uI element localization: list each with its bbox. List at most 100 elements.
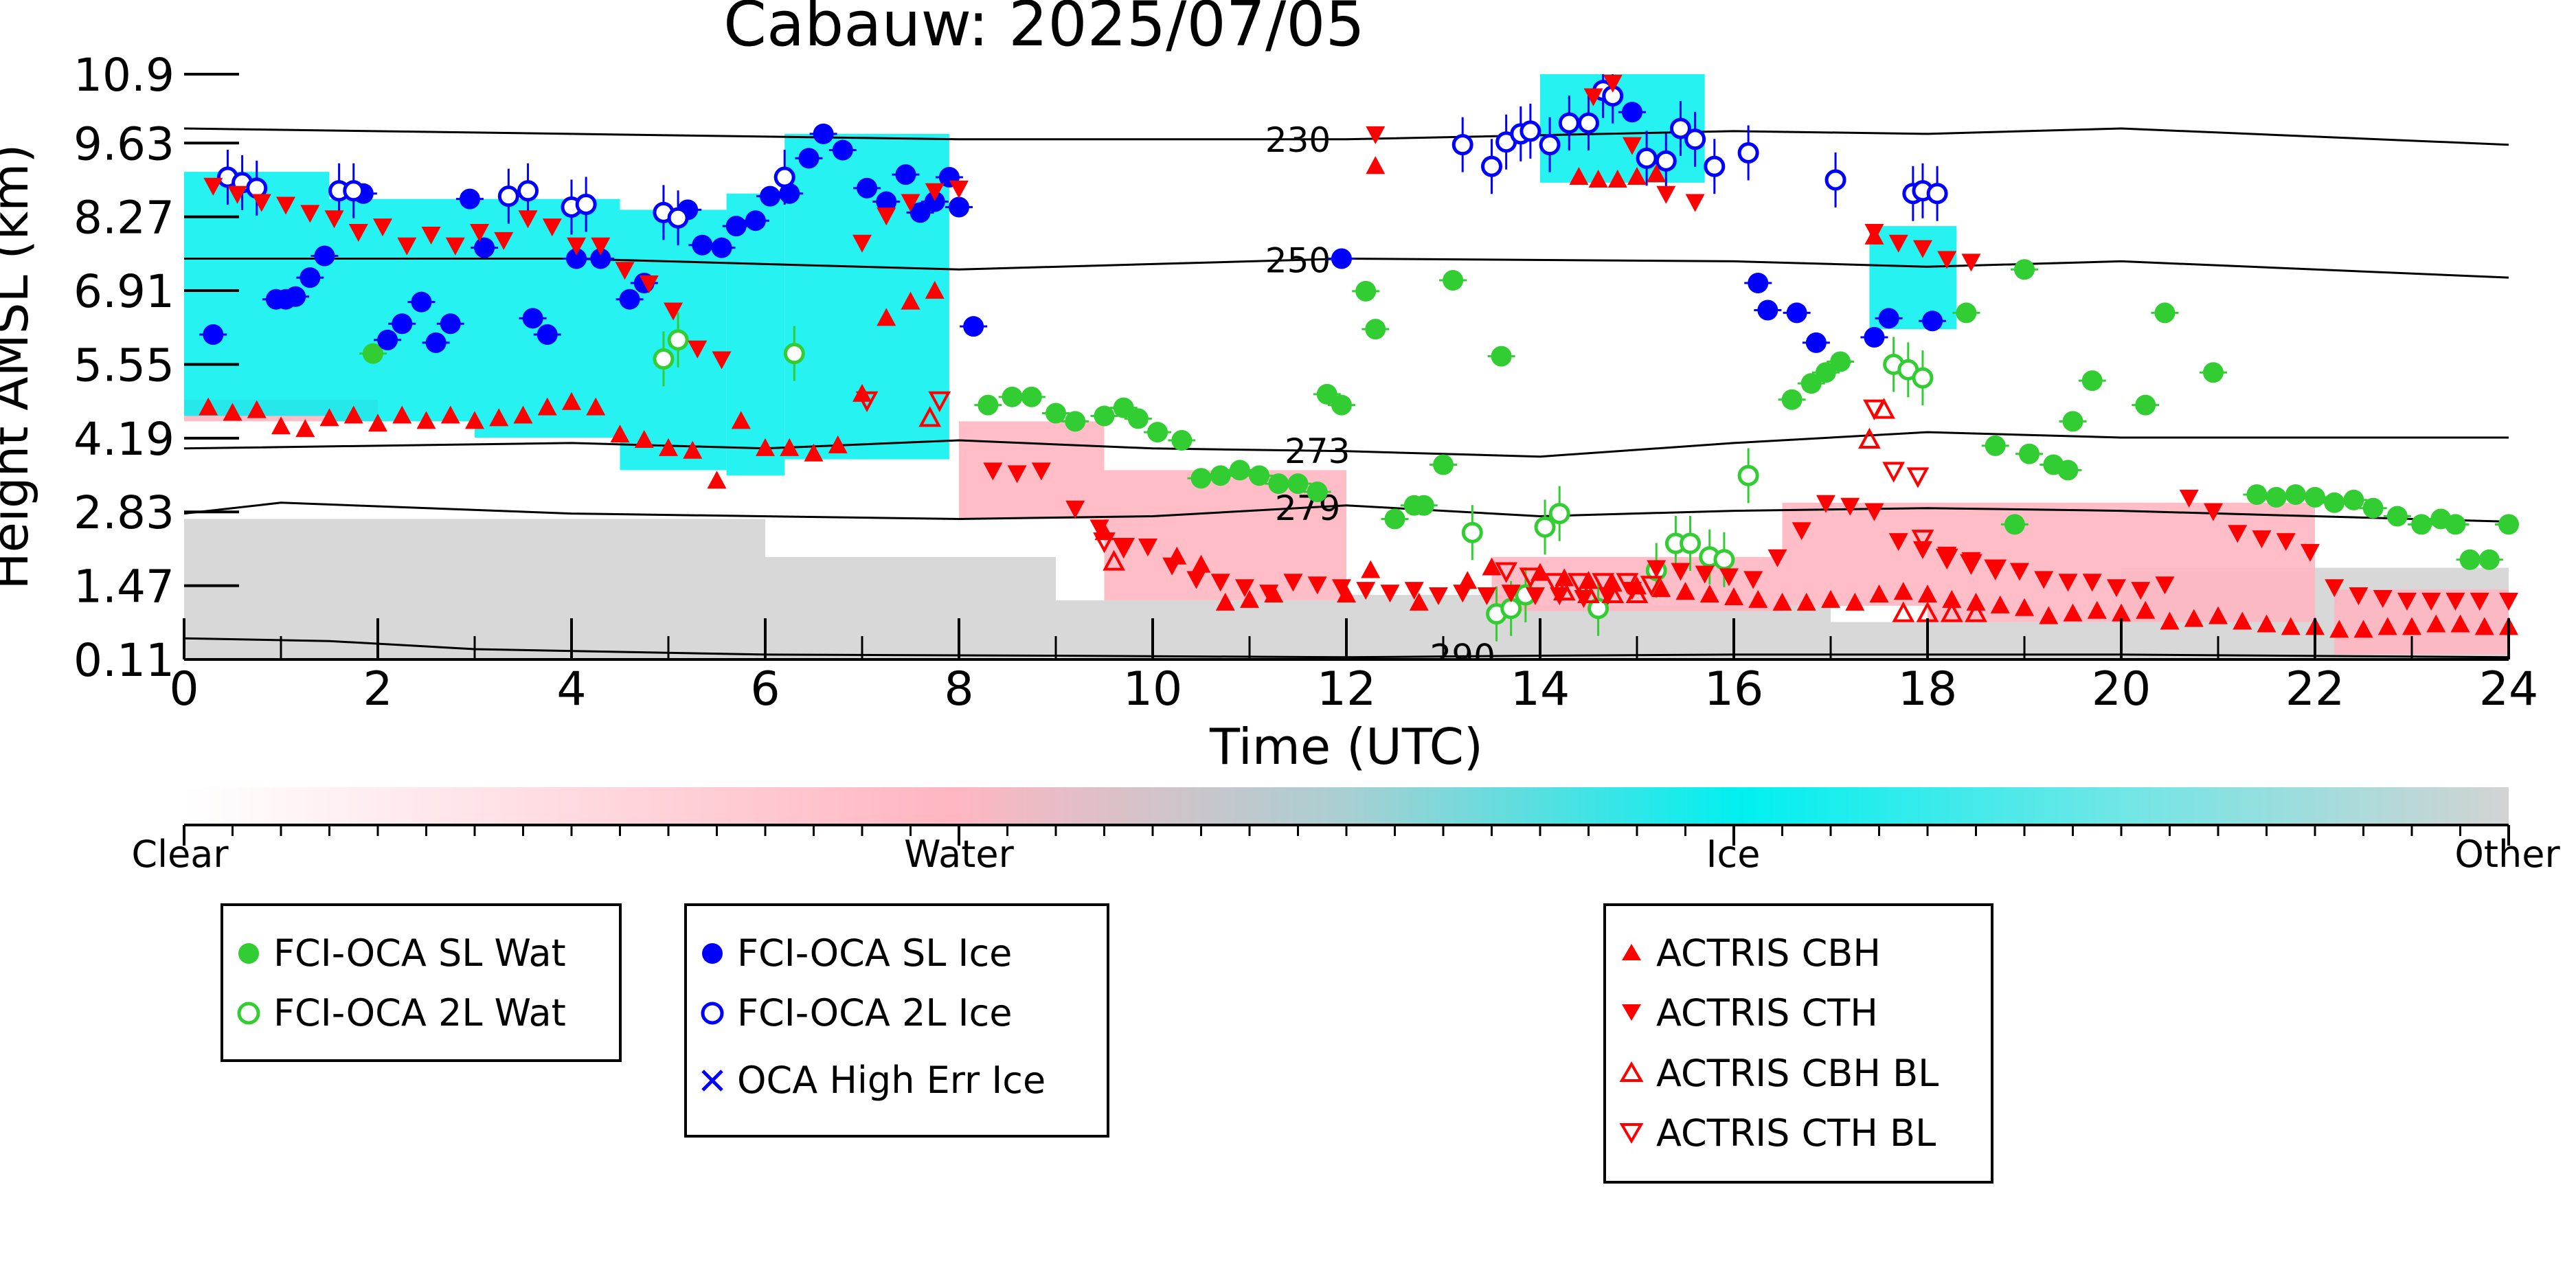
actris-cth-bl-point bbox=[1519, 567, 1542, 589]
fci-oca-sl-ice-point bbox=[459, 188, 480, 210]
contour-label-230: 230 bbox=[1265, 120, 1331, 160]
actris-cbh-point bbox=[683, 440, 703, 459]
fci-oca-sl-ice-point bbox=[425, 332, 447, 353]
fci-oca-sl-ice-point bbox=[909, 202, 931, 223]
x-tick-label: 2 bbox=[363, 662, 392, 716]
actris-cbh-point bbox=[1647, 164, 1667, 183]
fci-oca-sl-ice-point bbox=[876, 191, 897, 212]
actris-cth-point bbox=[1380, 585, 1400, 603]
actris-cth-point bbox=[1428, 587, 1448, 606]
actris-cbh-point bbox=[247, 400, 267, 418]
fci-oca-sl-ice-point bbox=[203, 324, 224, 346]
colorbar-label-other: Other bbox=[2454, 833, 2560, 876]
actris-cth-bl-point bbox=[1906, 467, 1930, 488]
actris-cbh-point bbox=[586, 397, 606, 416]
fci-oca-sl-wat-point bbox=[1365, 319, 1386, 340]
actris-cbh-point bbox=[1942, 589, 1962, 608]
legend-sl-ice-label: FCI-OCA SL Ice bbox=[737, 931, 1012, 975]
actris-cth-bl-point bbox=[1935, 548, 1958, 569]
actris-cbh-point bbox=[319, 408, 339, 427]
actris-cth-point bbox=[1864, 223, 1884, 242]
fci-oca-sl-wat-point bbox=[1384, 508, 1405, 530]
fci-oca-sl-ice-point bbox=[314, 245, 335, 267]
actris-cth-point bbox=[542, 218, 562, 237]
actris-cth-point bbox=[1719, 568, 1739, 587]
actris-cth-point bbox=[1816, 495, 1835, 513]
actris-cth-point bbox=[1065, 500, 1085, 519]
actris-cth-point bbox=[591, 237, 611, 256]
colorbar-label-ice: Ice bbox=[1706, 833, 1761, 876]
fci-oca-sl-wat-point bbox=[2081, 370, 2103, 392]
actris-cbh-point bbox=[2160, 611, 2180, 630]
y-tick-label: 0.11 bbox=[74, 634, 174, 687]
actris-cth-point bbox=[1259, 585, 1279, 603]
actris-cbh-bl-point bbox=[1965, 601, 1987, 622]
actris-cth-bl-point bbox=[1863, 399, 1886, 420]
legend-water: FCI-OCA SL Wat FCI-OCA 2L Wat bbox=[221, 903, 622, 1062]
actris-cth-point bbox=[1114, 538, 1133, 556]
actris-cth-point bbox=[2276, 533, 2296, 552]
actris-cth-point bbox=[1210, 574, 1230, 592]
actris-cth-point bbox=[397, 237, 417, 256]
fci-oca-sl-ice-point bbox=[760, 185, 781, 207]
actris-cth-point bbox=[1583, 88, 1603, 106]
actris-cth-point bbox=[567, 237, 587, 256]
actris-cth-bl-point bbox=[1093, 532, 1116, 554]
actris-cth-point bbox=[1031, 462, 1051, 481]
actris-cth-bl-point bbox=[1640, 576, 1663, 597]
actris-cbh-point bbox=[1458, 571, 1478, 589]
fci-oca-sl-wat-point bbox=[2202, 362, 2224, 383]
fci-oca-2l-ice-point bbox=[1737, 142, 1759, 163]
legend-ice: FCI-OCA SL Ice FCI-OCA 2L Ice OCA High E… bbox=[684, 903, 1109, 1138]
colorbar-ticks bbox=[183, 825, 2510, 846]
fci-oca-sl-ice-point bbox=[692, 234, 713, 256]
fci-oca-sl-ice-point bbox=[949, 196, 969, 218]
actris-cbh-point bbox=[2257, 614, 2276, 633]
fci-oca-sl-ice-point bbox=[590, 248, 611, 269]
legend-cth-marker bbox=[1622, 1004, 1641, 1021]
actris-cth-point bbox=[2325, 579, 2345, 598]
actris-cth-point bbox=[2106, 579, 2126, 598]
x-tick-label: 20 bbox=[2092, 662, 2151, 716]
fci-oca-2l-ice-point bbox=[1824, 169, 1846, 191]
actris-cbh-point bbox=[780, 438, 800, 456]
actris-cbh-point bbox=[513, 405, 533, 424]
fci-oca-sl-wat-point bbox=[2154, 302, 2176, 324]
actris-cbh-point bbox=[1409, 592, 1429, 611]
fci-oca-sl-ice-point bbox=[813, 123, 834, 144]
fci-oca-sl-ice-point bbox=[1748, 273, 1769, 294]
actris-cbh-point bbox=[489, 408, 509, 427]
actris-cbh-point bbox=[1748, 589, 1768, 608]
actris-cth-point bbox=[1840, 497, 1860, 516]
fci-oca-sl-ice-point bbox=[536, 324, 558, 346]
actris-cth-point bbox=[1685, 194, 1705, 212]
fci-oca-sl-wat-point bbox=[1443, 270, 1464, 291]
actris-cth-point bbox=[901, 194, 920, 212]
actris-cbh-point bbox=[295, 419, 315, 438]
actris-cth-point bbox=[1603, 74, 1623, 93]
actris-cbh-point bbox=[1191, 554, 1211, 573]
axes: 0 2 4 6 8 10 12 14 16 18 20 22 24 0.111.472.834.195.… bbox=[74, 49, 2538, 716]
fci-oca-sl-ice-point bbox=[1805, 332, 1827, 353]
fci-oca-sl-wat-point bbox=[1094, 405, 1115, 427]
actris-cth-point bbox=[1477, 587, 1497, 606]
actris-cbh-point bbox=[634, 429, 654, 448]
actris-cth-point bbox=[251, 194, 271, 212]
actris-cth-point bbox=[445, 237, 465, 256]
actris-cbh-point bbox=[1675, 582, 1695, 600]
fci-oca-sl-ice-point bbox=[857, 177, 878, 199]
fci-oca-sl-wat-point bbox=[362, 343, 383, 364]
actris-cbh-point bbox=[537, 397, 557, 416]
fci-oca-2l-ice-point bbox=[1636, 147, 1658, 169]
fci-oca-2l-ice-point bbox=[1684, 128, 1706, 150]
fci-oca-sl-wat-point bbox=[1433, 454, 1454, 475]
fci-oca-sl-ice-point bbox=[798, 148, 820, 169]
actris-cth-bl-point bbox=[1960, 554, 1982, 575]
actris-cth-point bbox=[664, 302, 683, 321]
x-tick-label: 18 bbox=[1898, 662, 1958, 716]
actris-cbh-bl-point bbox=[1940, 601, 1963, 622]
actris-cth-point bbox=[2009, 563, 2029, 581]
actris-cbh-point bbox=[756, 438, 775, 456]
fci-oca-sl-wat-point bbox=[2498, 514, 2519, 535]
